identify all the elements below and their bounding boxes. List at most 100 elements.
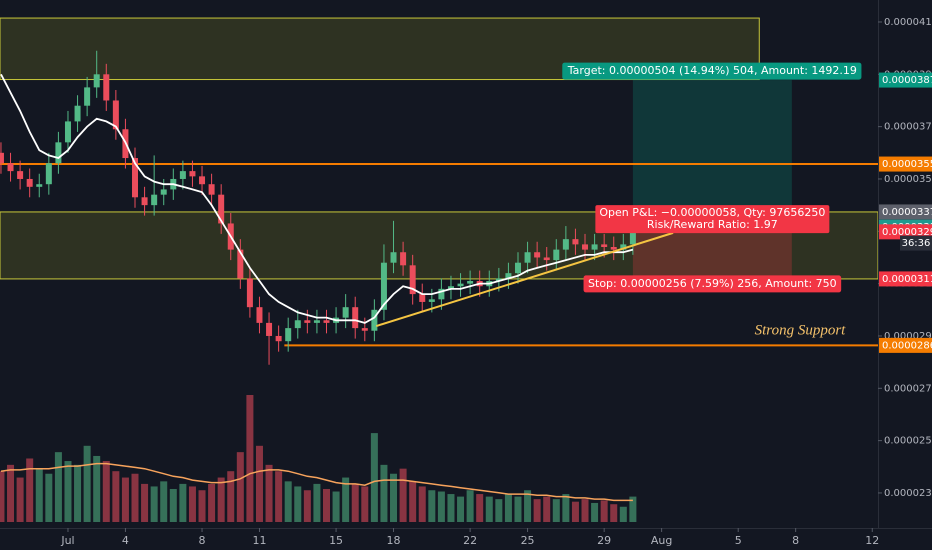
x-tick-label: 15 [329,534,343,547]
volume-bar [141,483,149,522]
candle-body [342,307,349,318]
stop-label: Stop: 0.00000256 (7.59%) 256, Amount: 75… [588,277,837,290]
volume-bar [7,464,15,522]
countdown: 36:36 [902,238,931,249]
volume-bar [313,483,321,522]
volume-bar [26,458,34,522]
profit-zone [632,80,792,228]
candle-body [534,252,541,258]
price-tag-label: 0.00003118 [882,274,932,285]
volume-bar [284,481,292,522]
volume-bar [83,445,91,522]
volume-bar [495,499,503,522]
pnl-label: Open P&L: −0.00000058, Qty: 97656250 [599,206,825,219]
candle-body [294,320,301,329]
volume-bar [198,490,206,522]
volume-bar [390,473,398,522]
volume-bar [351,483,359,522]
volume-bar [504,494,512,522]
price-tag [879,224,932,240]
candle-body [141,197,148,206]
volume-bar [361,486,369,522]
y-tick-label: 0.00003500 [884,174,932,185]
volume-bar [380,464,388,522]
pnl-box [595,205,830,234]
volume-bar [45,473,53,522]
candle-body [0,152,4,164]
candle-body [352,307,359,329]
volume-bar [255,445,263,522]
volume-bar [581,499,589,522]
volume-bar [294,486,302,522]
candle-body [419,294,426,302]
candle-body [380,262,387,310]
trendline [375,231,674,327]
candle-body [304,320,311,323]
candle-body [457,283,464,287]
volume-bar [246,395,254,522]
price-tag [879,271,932,287]
candle-body [601,244,608,248]
candle-body [103,74,110,101]
price-tag-label: 0.00002864 [882,340,932,351]
candle-body [495,278,502,282]
volume-bar [514,496,522,522]
volume-bar [64,461,72,522]
candle-body [400,252,407,266]
candle-body [428,299,435,302]
candle-body [323,320,330,323]
candle-body [610,247,617,250]
volume-bar [217,477,225,522]
candle-body [7,163,14,172]
x-tick-label: 22 [463,534,477,547]
volume-bar [476,494,484,522]
candle-body [93,74,100,88]
price-tag-label: 0.00003878 [882,75,932,86]
candle-body [313,320,320,323]
volume-bar [562,494,570,522]
candle-body [524,252,531,263]
volume-moving-average [0,462,633,502]
volume-bar [524,490,532,522]
candle-body [447,286,454,289]
moving-average [0,73,634,324]
candle-body [246,278,253,308]
candle-body [438,288,445,300]
plot-area [0,17,879,522]
volume-bar [208,483,216,522]
volume-bar [112,471,120,522]
candle-body [620,244,627,250]
volume-bar [370,433,378,522]
volume-bar [265,464,273,522]
candle-body [553,249,560,261]
candle-body [112,100,119,130]
volume-bar [342,477,350,522]
y-tick-label: 0.00002700 [884,383,932,394]
candle-body [36,184,43,187]
x-tick-label: 29 [597,534,611,547]
y-tick-label: 0.00003700 [884,122,932,133]
rr-label: Risk/Reward Ratio: 1.97 [647,218,778,231]
volume-bar [35,468,43,522]
y-tick-label: 0.00004100 [884,17,932,28]
volume-bar [303,490,311,522]
target-label: Target: 0.00000504 (14.94%) 504, Amount:… [567,64,857,77]
x-tick-label: 18 [387,534,401,547]
volume-bar [543,496,551,522]
candle-body [256,307,263,323]
y-tick-label: 0.00002300 [884,488,932,499]
volume-bar [591,502,599,522]
candle-body [266,322,273,336]
volume-bar [188,486,196,522]
candle-body [55,142,62,164]
annotation: Strong Support [755,322,847,338]
volume-bar [428,490,436,522]
volume-bar [399,468,407,522]
stop-label-box [583,275,842,293]
candle-body [237,249,244,279]
volume-bar [150,486,158,522]
volume-bar [236,452,244,522]
candle-body [562,239,569,250]
candle-body [505,273,512,279]
x-tick-label: 25 [521,534,535,547]
